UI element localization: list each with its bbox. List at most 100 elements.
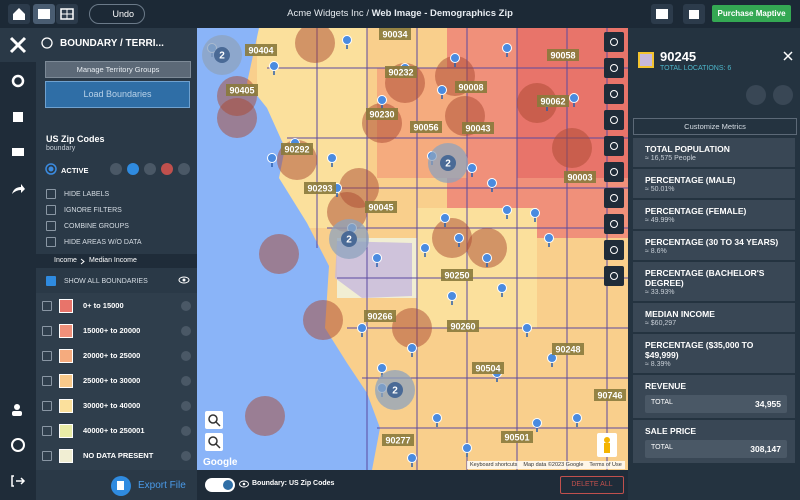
checkbox[interactable] [42, 350, 52, 361]
zip-label-bg [366, 108, 398, 120]
checkbox[interactable] [42, 425, 52, 436]
location-pin[interactable] [407, 343, 417, 353]
location-pin[interactable] [497, 283, 507, 293]
undo-button[interactable]: Undo [89, 4, 145, 24]
show-all-row[interactable]: SHOW ALL BOUNDARIES [46, 276, 148, 286]
edit-button[interactable] [110, 163, 122, 175]
checkbox[interactable] [42, 325, 52, 336]
map-tool-button[interactable] [604, 32, 624, 52]
location-pin[interactable] [454, 233, 464, 243]
map-tool-button[interactable] [604, 84, 624, 104]
map-tool-button[interactable] [604, 214, 624, 234]
logout-icon[interactable] [8, 471, 28, 491]
location-pin[interactable] [407, 453, 417, 463]
location-pin[interactable] [447, 291, 457, 301]
row-menu[interactable] [181, 300, 191, 311]
present-icon[interactable] [8, 143, 28, 163]
zoom-out-button[interactable] [205, 433, 223, 451]
location-pin[interactable] [569, 93, 579, 103]
location-pin[interactable] [432, 413, 442, 423]
customize-metrics-button[interactable]: Customize Metrics [633, 118, 797, 135]
option-row[interactable]: HIDE AREAS W/O DATA [46, 237, 142, 247]
more-button[interactable] [773, 85, 793, 105]
active-radio[interactable] [45, 163, 57, 175]
share-button[interactable] [683, 4, 705, 24]
map-tool-button[interactable] [604, 162, 624, 182]
location-pin[interactable] [440, 213, 450, 223]
location-pin[interactable] [269, 61, 279, 71]
map-tool-button[interactable] [604, 188, 624, 208]
visibility-icon[interactable] [178, 275, 190, 285]
zoom-in-button[interactable] [205, 411, 223, 429]
purchase-button[interactable]: Purchase Maptive [712, 5, 791, 22]
save-icon[interactable] [8, 107, 28, 127]
map-tool-button[interactable] [604, 110, 624, 130]
street-view[interactable] [597, 433, 617, 457]
terms[interactable]: Terms of Use [589, 462, 622, 468]
map-view-button[interactable] [33, 4, 55, 24]
row-menu[interactable] [181, 425, 191, 436]
location-pin[interactable] [377, 95, 387, 105]
home-button[interactable] [8, 4, 30, 24]
map-tool-button[interactable] [604, 136, 624, 156]
location-pin[interactable] [532, 418, 542, 428]
location-pin[interactable] [467, 163, 477, 173]
map-tool-button[interactable] [604, 240, 624, 260]
map-tool-button[interactable] [604, 58, 624, 78]
table-view-button[interactable] [56, 4, 78, 24]
option-row[interactable]: IGNORE FILTERS [46, 205, 122, 215]
manage-groups-button[interactable]: Manage Territory Groups [45, 61, 191, 78]
location-pin[interactable] [530, 208, 540, 218]
keyboard-shortcuts[interactable]: Keyboard shortcuts [470, 462, 518, 468]
checkbox[interactable] [42, 400, 52, 411]
remove-button[interactable] [161, 163, 173, 175]
location-pin[interactable] [482, 253, 492, 263]
boundary-toggle[interactable] [205, 478, 235, 492]
option-row[interactable]: HIDE LABELS [46, 189, 109, 199]
location-pin[interactable] [544, 233, 554, 243]
account-icon[interactable] [8, 435, 28, 455]
option-row[interactable]: COMBINE GROUPS [46, 221, 129, 231]
location-pin[interactable] [572, 413, 582, 423]
location-pin[interactable] [502, 205, 512, 215]
location-pin[interactable] [450, 53, 460, 63]
tools-tab[interactable] [0, 28, 36, 62]
breadcrumb-category[interactable]: Income [54, 257, 77, 264]
location-pin[interactable] [327, 153, 337, 163]
row-menu[interactable] [181, 375, 191, 386]
location-pin[interactable] [342, 35, 352, 45]
location-pin[interactable] [487, 178, 497, 188]
row-menu[interactable] [181, 325, 191, 336]
location-pin[interactable] [357, 323, 367, 333]
image-button[interactable] [651, 4, 673, 24]
zip-label-bg [441, 269, 473, 281]
settings-button[interactable] [144, 163, 156, 175]
share-icon[interactable] [8, 179, 28, 199]
location-pin[interactable] [502, 43, 512, 53]
settings-icon[interactable] [8, 71, 28, 91]
more-button[interactable] [178, 163, 190, 175]
location-pin[interactable] [522, 323, 532, 333]
checkbox[interactable] [42, 450, 52, 461]
checkbox[interactable] [42, 375, 52, 386]
location-pin[interactable] [372, 253, 382, 263]
cut-button[interactable] [746, 85, 766, 105]
location-pin[interactable] [267, 153, 277, 163]
map-tool-button[interactable] [604, 266, 624, 286]
row-menu[interactable] [181, 450, 191, 461]
load-boundaries-button[interactable]: Load Boundaries [45, 81, 190, 108]
style-button[interactable] [127, 163, 139, 175]
location-pin[interactable] [462, 443, 472, 453]
delete-all-button[interactable]: DELETE ALL [560, 476, 624, 494]
checkbox[interactable] [42, 300, 52, 311]
location-pin[interactable] [437, 85, 447, 95]
eye-icon[interactable] [239, 480, 249, 488]
close-button[interactable] [783, 51, 793, 61]
location-pin[interactable] [377, 363, 387, 373]
users-icon[interactable] [8, 400, 28, 420]
row-menu[interactable] [181, 400, 191, 411]
location-pin[interactable] [420, 243, 430, 253]
breadcrumb-metric[interactable]: Median Income [89, 257, 137, 264]
row-menu[interactable] [181, 350, 191, 361]
export-button[interactable]: Export File [111, 476, 201, 496]
